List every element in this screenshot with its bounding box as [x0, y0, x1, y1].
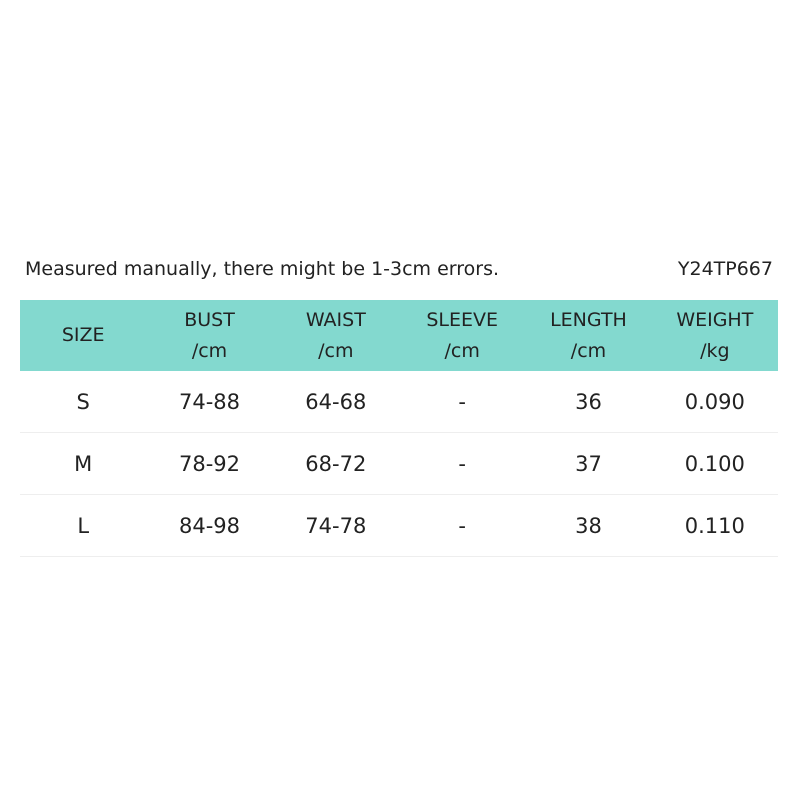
- header-text: WEIGHT: [676, 308, 754, 331]
- header-text: /cm: [570, 339, 607, 362]
- table-body: S 74-88 64-68-36 0.090 M 78-92 68-72-37 0.100 L 8…: [20, 371, 778, 557]
- cell: 37: [525, 432, 652, 495]
- note: Measured manually, there might be 1-3cm …: [25, 258, 500, 280]
- cell: 36: [525, 371, 652, 433]
- table-row: S 74-88 64-68-36 0.090: [20, 371, 778, 433]
- header-text: /cm: [318, 339, 354, 362]
- column-header: WEIGHT/kg: [651, 300, 778, 371]
- header-text: /kg: [700, 339, 730, 362]
- header-text: /cm: [444, 339, 480, 362]
- cell: L: [20, 494, 147, 557]
- cell: M: [20, 432, 147, 495]
- header-text: SLEEVE: [426, 308, 498, 331]
- header-row: SIZE BUST/cm WAIST/cm SLEEVE/cm LENGTH/cm WEI…: [20, 300, 778, 371]
- cell: 74-78: [272, 494, 399, 557]
- cell: 0.090: [651, 371, 778, 433]
- table-row: M 78-92 68-72-37 0.100: [20, 432, 778, 495]
- header-text: SIZE: [61, 324, 105, 346]
- header-text: BUST: [184, 308, 235, 331]
- header-text: LENGTH: [550, 308, 627, 331]
- header-text: WAIST: [305, 308, 366, 331]
- table-row: L 84-98 74-78-38 0.110: [20, 494, 778, 557]
- column-header: BUST/cm: [146, 300, 273, 371]
- cell: 78-92: [146, 432, 273, 495]
- size-table: SIZE BUST/cm WAIST/cm SLEEVE/cm LENGTH/cm WEI…: [20, 300, 778, 557]
- cell: 68-72: [272, 432, 399, 495]
- column-header: LENGTH/cm: [525, 300, 652, 371]
- cell: 74-88: [146, 371, 273, 433]
- cell: -: [398, 494, 526, 557]
- column-header: SLEEVE/cm: [398, 300, 526, 371]
- cell: -: [398, 432, 526, 495]
- header-text: /cm: [191, 339, 228, 362]
- cell: 0.110: [651, 494, 778, 557]
- column-header: SIZE: [20, 300, 147, 371]
- cell: -: [398, 371, 526, 433]
- cell: S: [20, 371, 147, 433]
- product-code: Y24TP667: [677, 258, 773, 280]
- cell: 84-98: [146, 494, 273, 557]
- cell: 0.100: [651, 432, 778, 495]
- cell: 64-68: [272, 371, 399, 433]
- column-header: WAIST/cm: [272, 300, 399, 371]
- cell: 38: [525, 494, 652, 557]
